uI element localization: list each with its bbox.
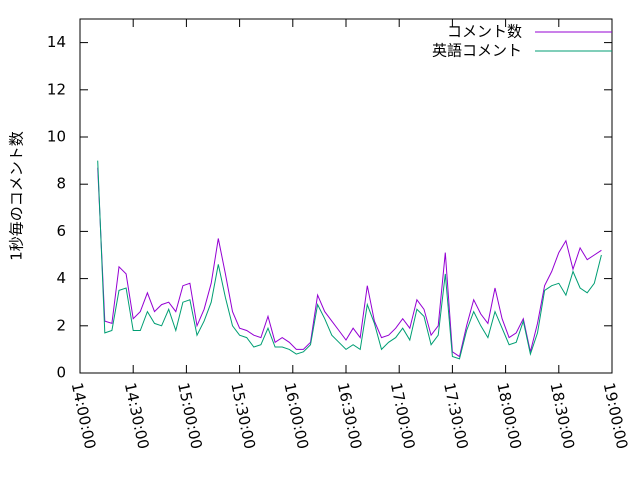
y-tick-label: 10 <box>47 128 66 146</box>
x-tick-label: 18:30:00 <box>546 381 578 451</box>
series-line <box>97 167 602 358</box>
x-tick-label: 15:00:00 <box>174 381 206 451</box>
y-axis-label: 1秒毎のコメント数 <box>8 131 26 261</box>
x-tick-label: 16:30:00 <box>334 381 366 451</box>
y-tick-label: 12 <box>47 80 66 98</box>
x-tick-label: 17:30:00 <box>440 381 472 451</box>
y-tick-label: 0 <box>56 364 66 382</box>
y-tick-label: 8 <box>56 175 66 193</box>
y-tick-label: 6 <box>56 222 66 240</box>
x-tick-label: 18:00:00 <box>493 381 525 451</box>
y-tick-label: 14 <box>47 33 66 51</box>
y-tick-label: 2 <box>56 316 66 334</box>
y-tick-label: 4 <box>56 269 66 287</box>
x-tick-label: 14:30:00 <box>121 381 153 451</box>
x-tick-label: 19:00:00 <box>600 381 632 451</box>
x-tick-label: 14:00:00 <box>68 381 100 451</box>
legend-label: コメント数 <box>447 23 522 41</box>
x-tick-label: 15:30:00 <box>227 381 259 451</box>
x-tick-label: 16:00:00 <box>280 381 312 451</box>
series-line <box>97 160 602 360</box>
plot-border <box>79 18 613 374</box>
legend-label: 英語コメント <box>432 42 522 60</box>
x-tick-label: 17:00:00 <box>387 381 419 451</box>
